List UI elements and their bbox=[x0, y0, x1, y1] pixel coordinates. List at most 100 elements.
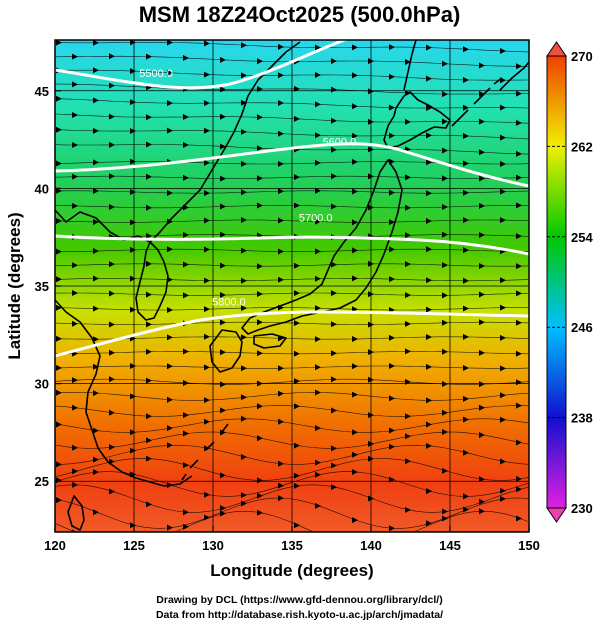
streamline-arrow bbox=[220, 505, 226, 512]
streamline-arrow bbox=[368, 173, 374, 180]
streamline-arrow bbox=[241, 247, 247, 254]
streamline-arrow bbox=[72, 468, 78, 475]
x-tick-label: 125 bbox=[123, 538, 145, 553]
contour-labels: 5500.0 5600.0 5700.0 5800.0 bbox=[139, 68, 356, 308]
streamline-arrow bbox=[241, 365, 247, 372]
streamline-arrow bbox=[278, 100, 284, 107]
streamline-arrow bbox=[56, 421, 62, 428]
streamline-arrow bbox=[500, 217, 506, 224]
streamline-arrow bbox=[72, 142, 78, 149]
streamline-arrow bbox=[331, 290, 337, 297]
streamline-arrow bbox=[72, 377, 78, 384]
streamline-arrow bbox=[72, 262, 78, 269]
streamline-arrow bbox=[204, 40, 210, 47]
streamline-arrow bbox=[331, 146, 337, 153]
streamline-arrow bbox=[294, 350, 300, 357]
streamline-arrow bbox=[352, 188, 358, 195]
streamline-arrow bbox=[463, 506, 469, 513]
streamline-arrow bbox=[204, 217, 210, 224]
streamline-arrow bbox=[500, 392, 506, 399]
streamline-arrow bbox=[56, 217, 62, 224]
streamline-arrow bbox=[93, 219, 99, 226]
streamline-arrow bbox=[109, 488, 115, 495]
streamline-arrow bbox=[183, 380, 189, 387]
streamline-arrow bbox=[241, 128, 247, 135]
streamline-arrow bbox=[331, 117, 337, 124]
streamline-arrow bbox=[72, 444, 78, 451]
streamline-arrow bbox=[500, 188, 506, 195]
footer-credit-data: Data from http://database.rish.kyoto-u.a… bbox=[155, 609, 444, 621]
streamline-arrow bbox=[405, 320, 411, 327]
streamline-arrow bbox=[294, 174, 300, 181]
streamline-arrow bbox=[257, 290, 263, 297]
streamline-arrow bbox=[442, 429, 448, 436]
streamline-arrow bbox=[294, 482, 300, 489]
streamline-arrow bbox=[500, 458, 506, 465]
streamline bbox=[55, 458, 529, 481]
streamline-arrow bbox=[315, 502, 321, 509]
streamline-arrow bbox=[516, 290, 522, 297]
streamline-arrow bbox=[368, 349, 374, 356]
streamline-arrow bbox=[352, 158, 358, 165]
streamline-arrow bbox=[56, 461, 62, 468]
map-title: MSM 18Z24Oct2025 (500.0hPa) bbox=[138, 2, 461, 27]
streamline-arrow bbox=[368, 204, 374, 211]
streamline-arrow bbox=[331, 203, 337, 210]
streamline-arrow bbox=[167, 69, 173, 76]
streamline bbox=[55, 175, 529, 179]
streamline-arrow bbox=[130, 128, 136, 135]
streamline-arrow bbox=[331, 445, 337, 452]
streamline-arrow bbox=[130, 99, 136, 106]
streamline-arrow bbox=[130, 246, 136, 253]
streamline-arrow bbox=[368, 146, 374, 153]
asia-mainland-coast bbox=[55, 41, 301, 487]
streamline-arrow bbox=[389, 427, 395, 434]
streamline-arrow bbox=[241, 394, 247, 401]
streamline-arrow bbox=[56, 304, 62, 311]
streamline-arrow bbox=[167, 396, 173, 403]
streamline-arrow bbox=[463, 104, 469, 111]
streamline-arrow bbox=[516, 233, 522, 240]
streamline-arrow bbox=[56, 335, 62, 342]
streamline bbox=[55, 431, 529, 449]
streamline-arrow bbox=[389, 476, 395, 483]
streamline-arrow bbox=[516, 486, 522, 493]
streamline-arrow bbox=[368, 376, 374, 383]
streamline-arrow bbox=[278, 418, 284, 425]
streamline-arrow bbox=[442, 60, 448, 67]
streamline-arrow bbox=[479, 431, 485, 438]
streamline-arrow bbox=[109, 53, 115, 60]
streamline bbox=[55, 83, 528, 95]
x-tick-label: 130 bbox=[202, 538, 224, 553]
streamline-arrow bbox=[315, 336, 321, 343]
streamline-arrow bbox=[241, 217, 247, 224]
colorbar-tick-label: 230 bbox=[571, 501, 593, 516]
streamline-arrow bbox=[204, 159, 210, 166]
streamline-arrow bbox=[389, 334, 395, 341]
streamline-arrow bbox=[257, 319, 263, 326]
shikoku-coast bbox=[253, 333, 287, 349]
streamline-arrow bbox=[479, 232, 485, 239]
streamline-arrow bbox=[315, 275, 321, 282]
streamline-arrow bbox=[294, 115, 300, 122]
streamline-arrow bbox=[257, 350, 263, 357]
streamline-arrow bbox=[368, 321, 374, 328]
streamline-arrow bbox=[315, 364, 321, 371]
streamline-arrow bbox=[167, 363, 173, 370]
streamline-arrow bbox=[278, 365, 284, 372]
streamline-arrow bbox=[109, 290, 115, 297]
streamline bbox=[55, 336, 529, 340]
streamline bbox=[55, 42, 529, 53]
contour-label: 5700.0 bbox=[299, 213, 333, 225]
streamline-arrow bbox=[130, 68, 136, 75]
streamline-arrow bbox=[220, 429, 226, 436]
streamline bbox=[55, 392, 529, 401]
streamline-arrow bbox=[463, 364, 469, 371]
streamline-arrow bbox=[146, 321, 152, 328]
streamline-arrow bbox=[352, 335, 358, 342]
streamline-arrow bbox=[426, 363, 432, 370]
streamline-arrow bbox=[278, 460, 284, 467]
streamline-arrow bbox=[315, 132, 321, 139]
streamline-arrow bbox=[500, 416, 506, 423]
contour-label: 5500.0 bbox=[139, 68, 173, 80]
